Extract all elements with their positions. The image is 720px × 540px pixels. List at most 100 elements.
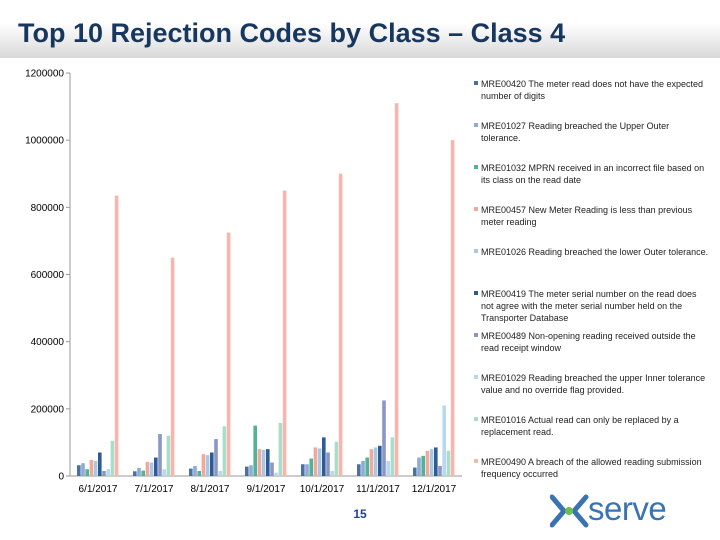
slide-title: Top 10 Rejection Codes by Class – Class … bbox=[18, 18, 566, 48]
y-tick-label: 1200000 bbox=[25, 69, 64, 80]
bar bbox=[266, 449, 270, 476]
x-tick-label: 11/1/2017 bbox=[356, 484, 400, 495]
bar bbox=[226, 232, 231, 476]
legend-label: MRE01026 Reading breached the lower Oute… bbox=[481, 247, 709, 257]
legend-label: MRE01016 Actual read can only be replace… bbox=[481, 415, 679, 437]
bar bbox=[114, 195, 119, 476]
x-tick-label: 7/1/2017 bbox=[135, 484, 174, 495]
y-tick-label: 1000000 bbox=[25, 136, 64, 147]
bar bbox=[81, 463, 85, 476]
bar bbox=[278, 422, 283, 476]
bar bbox=[77, 465, 81, 476]
bar bbox=[334, 441, 339, 476]
legend-label: MRE00420 The meter read does not have th… bbox=[481, 79, 703, 101]
bar bbox=[434, 447, 438, 476]
y-tick-label: 600000 bbox=[31, 270, 65, 281]
bar bbox=[205, 455, 210, 476]
title-bar bbox=[0, 0, 720, 58]
y-tick-label: 0 bbox=[58, 472, 64, 483]
bar bbox=[361, 460, 365, 476]
legend-swatch bbox=[474, 81, 478, 85]
bar bbox=[417, 457, 421, 476]
bar bbox=[158, 434, 162, 476]
legend-item: MRE01016 Actual read can only be replace… bbox=[474, 414, 710, 438]
bar bbox=[137, 467, 141, 476]
bar bbox=[253, 425, 257, 477]
legend-swatch bbox=[474, 207, 478, 211]
bar bbox=[218, 470, 222, 476]
legend-swatch bbox=[474, 249, 478, 253]
legend-swatch bbox=[474, 417, 478, 421]
bar bbox=[413, 467, 417, 476]
bar bbox=[102, 470, 106, 476]
bar bbox=[382, 400, 386, 476]
bar bbox=[222, 426, 227, 476]
bar bbox=[450, 140, 455, 477]
x-tick-label: 10/1/2017 bbox=[300, 484, 345, 495]
legend-item: MRE00489 Non-opening reading received ou… bbox=[474, 330, 710, 354]
bar bbox=[149, 462, 154, 476]
bar bbox=[421, 455, 425, 476]
bar bbox=[313, 447, 318, 476]
bar bbox=[133, 471, 137, 476]
legend-label: MRE01029 Reading breached the upper Inne… bbox=[481, 373, 706, 395]
bar bbox=[162, 469, 166, 476]
legend-item: MRE00490 A breach of the allowed reading… bbox=[474, 456, 710, 480]
bar bbox=[210, 452, 214, 476]
legend-swatch bbox=[474, 123, 478, 127]
bar bbox=[154, 457, 158, 476]
bar bbox=[365, 457, 369, 476]
bar bbox=[309, 458, 313, 476]
bar bbox=[425, 450, 430, 476]
bar bbox=[197, 470, 201, 476]
bar bbox=[438, 465, 442, 476]
logo-text: serve bbox=[588, 490, 667, 527]
y-tick-label: 800000 bbox=[31, 203, 65, 214]
legend-label: MRE00489 Non-opening reading received ou… bbox=[481, 331, 696, 353]
bar bbox=[141, 470, 145, 476]
legend-label: MRE00457 New Meter Reading is less than … bbox=[481, 205, 693, 227]
bar bbox=[357, 464, 361, 476]
bar bbox=[369, 449, 374, 476]
bar bbox=[338, 173, 343, 476]
bar bbox=[270, 462, 274, 476]
x-tick-label: 6/1/2017 bbox=[79, 484, 118, 495]
bar bbox=[386, 460, 390, 476]
bar bbox=[170, 257, 175, 476]
bar bbox=[282, 190, 287, 477]
bar bbox=[110, 440, 115, 476]
bar bbox=[317, 448, 322, 476]
bar bbox=[301, 464, 305, 476]
chart-bars bbox=[77, 103, 455, 477]
bar bbox=[145, 461, 150, 476]
legend-item: MRE00420 The meter read does not have th… bbox=[474, 78, 710, 102]
chart-tick-labels: 0 200000 400000 600000 800000 1000000 1200000 6… bbox=[25, 69, 457, 496]
legend-swatch bbox=[474, 333, 478, 337]
bar bbox=[245, 466, 249, 476]
x-tick-label: 12/1/2017 bbox=[412, 484, 457, 495]
bar bbox=[89, 459, 94, 476]
page-number: 15 bbox=[353, 507, 367, 521]
bar bbox=[261, 449, 266, 476]
bar bbox=[378, 445, 382, 476]
bar bbox=[166, 435, 171, 476]
bar bbox=[429, 449, 434, 476]
legend-item: MRE01027 Reading breached the Upper Oute… bbox=[474, 120, 710, 144]
legend-swatch bbox=[474, 165, 478, 169]
legend-label: MRE00419 The meter serial number on the … bbox=[481, 289, 697, 323]
bar bbox=[193, 465, 197, 476]
xoserve-logo: serve bbox=[550, 490, 710, 530]
legend-item: MRE01032 MPRN received in an incorrect f… bbox=[474, 162, 710, 186]
bar bbox=[394, 103, 399, 476]
y-tick-label: 200000 bbox=[31, 404, 65, 415]
legend-swatch bbox=[474, 375, 478, 379]
bar bbox=[446, 450, 451, 476]
bar bbox=[85, 469, 89, 476]
chart-axes bbox=[66, 72, 462, 477]
bar bbox=[98, 452, 102, 476]
legend-swatch bbox=[474, 459, 478, 463]
bar bbox=[257, 449, 262, 476]
xoserve-x-mark-icon bbox=[550, 494, 589, 528]
bar bbox=[106, 469, 110, 476]
